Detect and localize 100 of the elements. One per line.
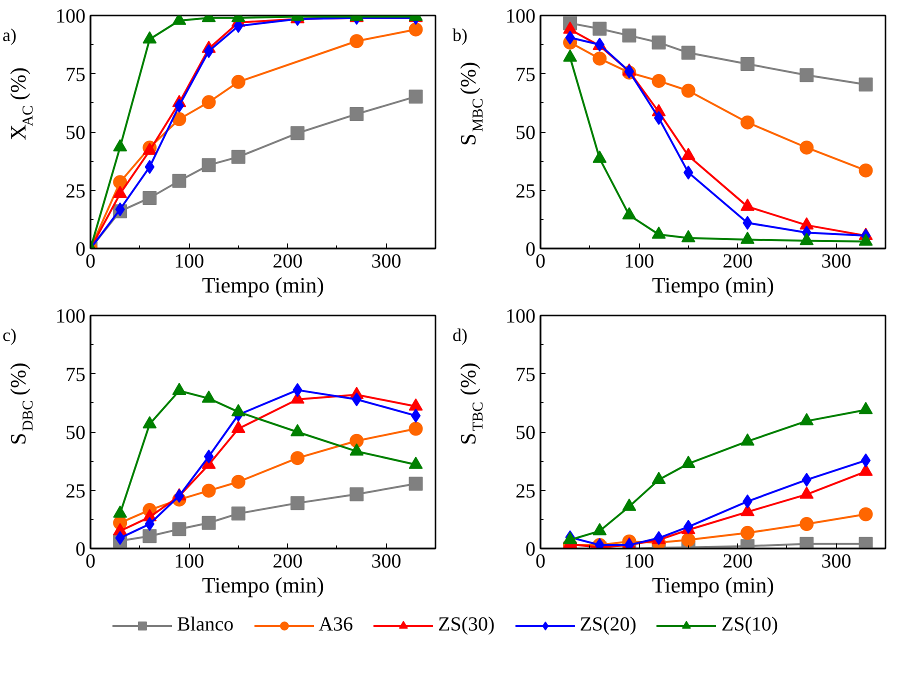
point xyxy=(231,506,246,521)
x-tick-label: 300 xyxy=(821,550,852,572)
point xyxy=(858,163,873,178)
x-axis-title: Tiempo (min) xyxy=(202,272,324,298)
point xyxy=(204,44,214,58)
point xyxy=(740,198,754,211)
point xyxy=(858,464,873,476)
point xyxy=(681,84,696,98)
x-tick-label: 300 xyxy=(821,250,852,272)
point xyxy=(202,390,216,403)
y-tick-label: 25 xyxy=(66,180,86,202)
point xyxy=(800,68,814,82)
point xyxy=(231,420,246,433)
point xyxy=(408,398,423,411)
point xyxy=(858,77,873,92)
y-tick-label: 50 xyxy=(66,422,86,444)
point xyxy=(800,486,814,499)
point xyxy=(622,207,636,220)
y-tick-label: 100 xyxy=(56,306,86,328)
legend-label: ZS(20) xyxy=(580,614,636,636)
legend-label: ZS(10) xyxy=(721,614,778,636)
x-tick-label: 300 xyxy=(371,550,402,572)
point xyxy=(231,150,246,164)
point xyxy=(681,230,696,242)
legend-label: A36 xyxy=(318,614,354,636)
point xyxy=(800,140,814,155)
x-tick-label: 200 xyxy=(722,250,753,272)
point xyxy=(652,74,666,88)
text: d) xyxy=(452,324,468,345)
point xyxy=(800,232,814,246)
point xyxy=(350,34,364,48)
point xyxy=(622,28,636,43)
point xyxy=(202,95,216,110)
y-tick-label: 25 xyxy=(516,480,536,502)
point xyxy=(290,451,304,466)
point xyxy=(681,148,696,160)
x-axis-title: Tiempo (min) xyxy=(652,272,774,298)
x-tick-label: 200 xyxy=(272,250,303,272)
point xyxy=(350,487,364,502)
point xyxy=(174,488,184,503)
x-tick-label: 100 xyxy=(624,250,654,272)
x-tick-label: 200 xyxy=(272,550,303,572)
point xyxy=(681,46,696,60)
point xyxy=(800,413,814,426)
text: c) xyxy=(2,324,16,345)
y-tick-label: 75 xyxy=(516,364,536,386)
point xyxy=(858,402,873,414)
text: a) xyxy=(2,24,16,45)
x-tick-label: 100 xyxy=(174,550,204,572)
x-axis-title: Tiempo (min) xyxy=(202,572,324,598)
y-tick-label: 75 xyxy=(66,64,86,86)
point xyxy=(858,234,873,246)
point xyxy=(408,22,423,36)
point xyxy=(563,532,578,544)
y-tick-label: 50 xyxy=(516,422,536,444)
y-tick-label: 75 xyxy=(516,64,536,86)
point xyxy=(290,496,304,510)
point xyxy=(592,52,607,66)
point xyxy=(231,74,246,89)
point xyxy=(350,434,364,448)
point xyxy=(681,456,696,468)
y-tick-label: 100 xyxy=(506,6,536,28)
point xyxy=(231,404,246,416)
point xyxy=(290,126,304,140)
point xyxy=(592,523,607,536)
y-tick-label: 50 xyxy=(66,122,86,144)
point xyxy=(652,36,666,50)
point xyxy=(113,175,128,190)
y-tick-label: 100 xyxy=(56,6,86,28)
y-axis-title: XAC (%) xyxy=(6,67,36,140)
y-tick-label: 75 xyxy=(66,364,86,386)
legend-label: ZS(30) xyxy=(438,614,495,636)
point xyxy=(654,111,664,126)
point xyxy=(740,56,754,71)
legend-label: Blanco xyxy=(176,614,234,636)
x-tick-label: 300 xyxy=(371,250,402,272)
point xyxy=(740,115,754,130)
y-tick-label: 50 xyxy=(516,122,536,144)
point xyxy=(652,226,666,239)
point xyxy=(172,174,186,188)
point xyxy=(231,474,246,489)
point xyxy=(592,150,607,163)
point xyxy=(408,90,423,104)
point xyxy=(202,484,216,498)
point xyxy=(622,498,636,511)
x-tick-label: 100 xyxy=(174,250,204,272)
point xyxy=(290,424,304,436)
point xyxy=(202,516,216,530)
point xyxy=(172,112,186,126)
x-tick-label: 200 xyxy=(722,550,753,572)
point xyxy=(592,22,607,36)
point xyxy=(350,443,364,456)
point xyxy=(740,433,754,446)
point xyxy=(142,529,157,544)
y-tick-label: 100 xyxy=(506,306,536,328)
point xyxy=(174,98,184,113)
point xyxy=(408,456,423,469)
x-tick-label: 100 xyxy=(624,550,654,572)
point xyxy=(172,382,186,396)
y-tick-label: 25 xyxy=(516,180,536,202)
